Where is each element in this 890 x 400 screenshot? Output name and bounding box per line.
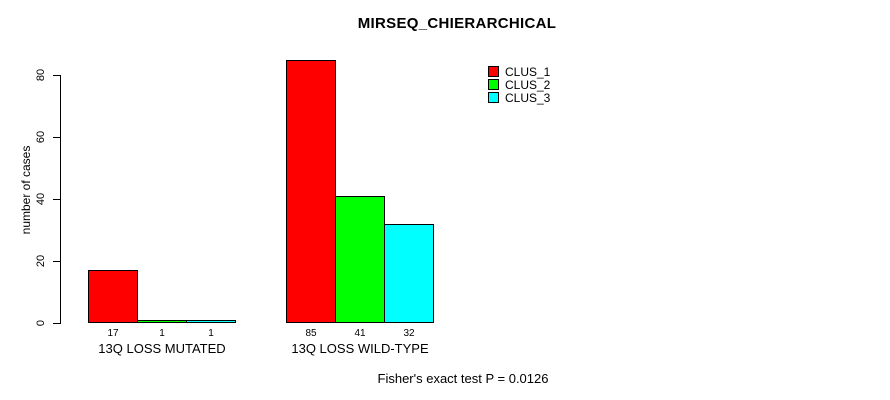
bar-value-label: 1 bbox=[208, 328, 214, 339]
bar-clus_3-group2 bbox=[384, 223, 434, 323]
legend-swatch-clus_1 bbox=[488, 65, 499, 77]
y-tick-mark bbox=[53, 74, 60, 76]
y-tick-label: 0 bbox=[35, 319, 47, 327]
bar-clus_1-group2 bbox=[286, 59, 336, 323]
y-tick-label: 40 bbox=[35, 192, 47, 206]
legend-label: CLUS_2 bbox=[505, 77, 551, 92]
bar-value-label: 41 bbox=[354, 328, 366, 339]
y-tick-mark bbox=[53, 322, 60, 324]
y-tick-mark bbox=[53, 136, 60, 138]
y-tick-mark bbox=[53, 260, 60, 262]
y-tick-label: 60 bbox=[35, 130, 47, 144]
y-axis-line bbox=[60, 75, 61, 324]
y-tick-mark bbox=[53, 198, 60, 200]
bar-value-label: 32 bbox=[403, 328, 415, 339]
legend-swatch-clus_2 bbox=[488, 79, 499, 90]
bar-clus_2-group2 bbox=[335, 195, 385, 323]
bar-value-label: 1 bbox=[159, 328, 165, 339]
chart-title: MIRSEQ_CHIERARCHICAL bbox=[357, 15, 557, 32]
bar-value-label: 17 bbox=[107, 328, 119, 339]
y-tick-label: 20 bbox=[35, 254, 47, 268]
legend-label: CLUS_1 bbox=[505, 64, 551, 79]
bar-clus_2-group1 bbox=[137, 319, 187, 323]
annotation-text: Fisher's exact test P = 0.0126 bbox=[377, 371, 549, 386]
y-tick-label: 80 bbox=[35, 68, 47, 82]
bar-clus_1-group1 bbox=[88, 270, 138, 323]
x-category-label: 13Q LOSS MUTATED bbox=[98, 341, 226, 356]
legend-label: CLUS_3 bbox=[505, 91, 551, 106]
bar-clus_3-group1 bbox=[186, 319, 236, 323]
x-category-label: 13Q LOSS WILD-TYPE bbox=[291, 341, 429, 356]
y-axis-title: number of cases bbox=[19, 145, 33, 235]
legend-swatch-clus_3 bbox=[488, 92, 499, 104]
bar-value-label: 85 bbox=[305, 328, 317, 339]
